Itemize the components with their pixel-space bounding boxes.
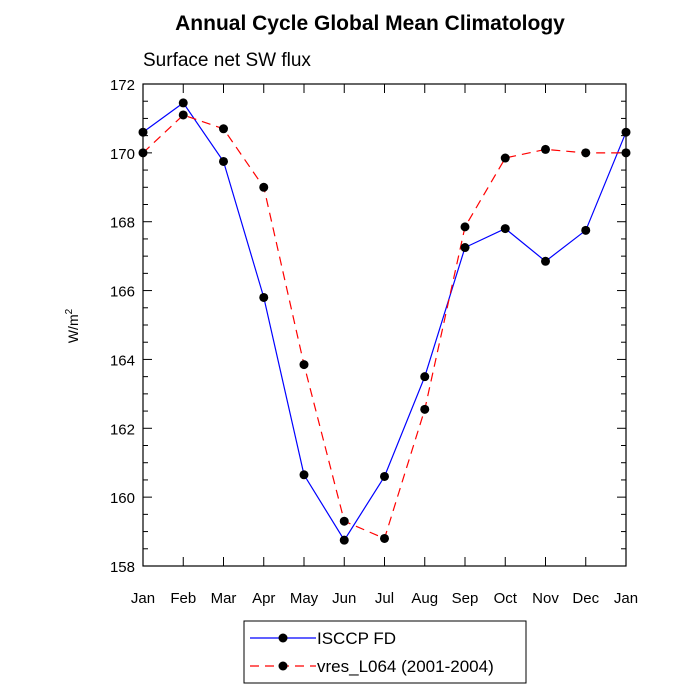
series-0-point xyxy=(420,372,430,382)
y-tick-label: 160 xyxy=(110,490,135,507)
x-tick-label: Feb xyxy=(170,590,196,607)
series-0-point xyxy=(339,535,349,545)
legend-label-isccp: ISCCP FD xyxy=(317,629,396,648)
y-tick-label: 164 xyxy=(110,352,135,369)
x-tick-label: Jan xyxy=(131,590,155,607)
series-0-point xyxy=(460,243,470,253)
legend-marker-isccp xyxy=(278,633,288,643)
y-tick-label: 166 xyxy=(110,284,135,301)
series-1-point xyxy=(219,124,228,134)
legend: ISCCP FD vres_L064 (2001-2004) xyxy=(243,620,527,684)
series-1-point xyxy=(178,110,188,120)
y-tick-label: 168 xyxy=(110,215,135,232)
series-1-point xyxy=(460,222,470,232)
series-1-point xyxy=(299,360,309,370)
series-1-point xyxy=(259,182,269,192)
x-tick-label: May xyxy=(290,590,319,607)
y-axis-label-superscript: 2 xyxy=(64,308,75,314)
series-1-point xyxy=(420,404,430,414)
x-tick-label: Nov xyxy=(532,590,559,607)
x-tick-labels: Jan Feb Mar Apr May Jun Jul Aug Sep Oct Nov Dec Jan xyxy=(131,590,638,607)
y-axis-label-unit: W/m xyxy=(65,314,81,343)
x-tick-label: Apr xyxy=(252,590,275,607)
x-tick-label: Oct xyxy=(494,590,518,607)
y-tick-label: 172 xyxy=(110,77,135,94)
legend-marker-vres xyxy=(278,661,288,671)
chart-subtitle: Surface net SW flux xyxy=(143,50,311,71)
series-0-point xyxy=(380,471,389,481)
series-0-point xyxy=(259,292,269,302)
x-tick-label: Jan xyxy=(614,590,638,607)
x-tick-label: Dec xyxy=(572,590,599,607)
series-0-point xyxy=(178,98,188,108)
series-0-point xyxy=(581,225,591,235)
series-0-point xyxy=(541,256,550,266)
series-0-point xyxy=(500,224,510,234)
series-0-point xyxy=(299,470,309,480)
y-tick-label: 162 xyxy=(110,421,135,438)
y-axis-label: W/m2 xyxy=(64,308,81,343)
series-1-point xyxy=(339,516,349,526)
y-tick-labels: 158 160 162 164 166 168 170 172 xyxy=(110,77,135,576)
x-tick-label: Jul xyxy=(375,590,394,607)
series-1-point xyxy=(500,153,510,163)
y-tick-label: 170 xyxy=(110,146,135,163)
x-tick-label: Sep xyxy=(452,590,479,607)
x-tick-label: Jun xyxy=(332,590,356,607)
legend-box xyxy=(243,620,527,684)
series-1-point xyxy=(380,533,389,543)
series-group xyxy=(138,98,631,545)
series-1-point xyxy=(581,148,591,158)
plot-frame xyxy=(142,83,627,567)
series-0-point xyxy=(219,156,228,166)
x-tick-label: Aug xyxy=(411,590,438,607)
legend-label-vres: vres_L064 (2001-2004) xyxy=(317,657,494,676)
y-tick-label: 158 xyxy=(110,559,135,576)
axis-ticks xyxy=(142,83,627,567)
series-1-point xyxy=(541,144,550,154)
chart-title: Annual Cycle Global Mean Climatology xyxy=(175,12,565,35)
x-tick-label: Mar xyxy=(211,590,237,607)
